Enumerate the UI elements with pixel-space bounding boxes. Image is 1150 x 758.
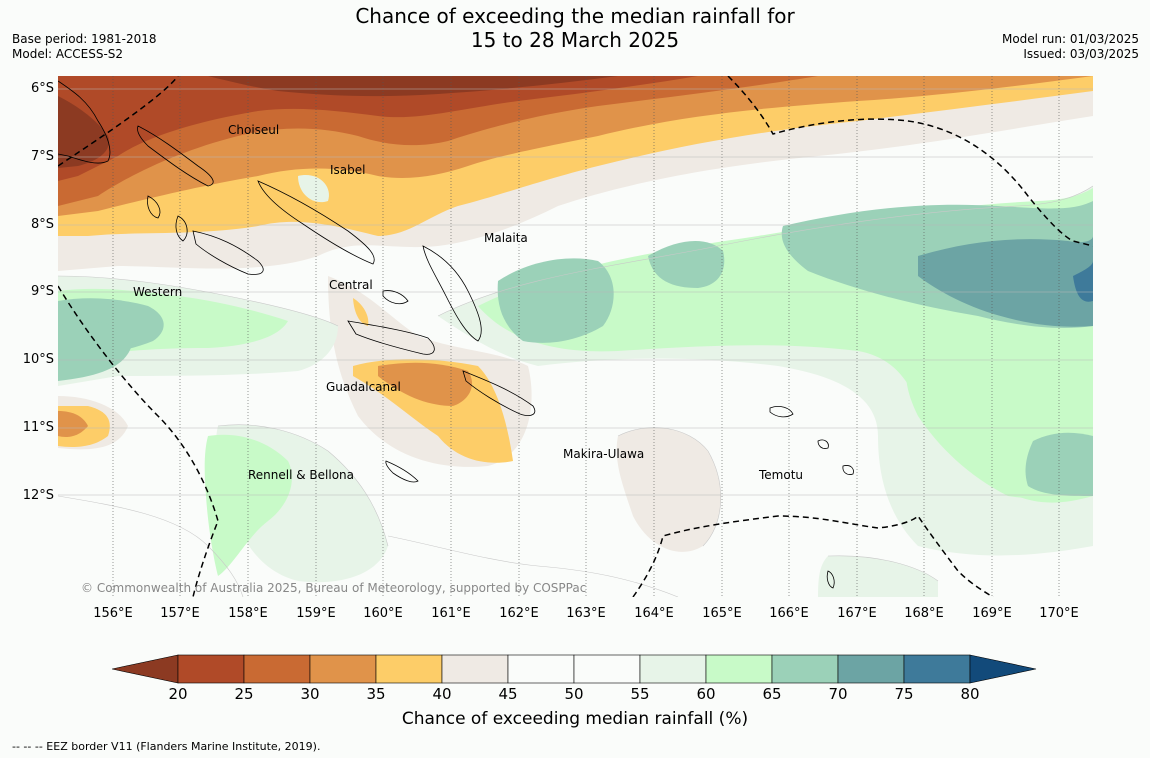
vella-outline: [147, 195, 161, 219]
bougainville-outline: [58, 80, 111, 164]
meta-left: Base period: 1981-2018 Model: ACCESS-S2: [12, 32, 157, 62]
region-label-malaita: Malaita: [484, 231, 528, 245]
colorbar-tick-35: 35: [366, 685, 386, 703]
colorbar: [112, 654, 1037, 684]
lon-tick-164e: 164°E: [634, 606, 674, 621]
lon-tick-168e: 168°E: [904, 606, 944, 621]
colorbar-bin-40-45: [441, 654, 509, 684]
colorbar-tick-80: 80: [960, 685, 980, 703]
colorbar-tick-75: 75: [894, 685, 914, 703]
issued-date: Issued: 03/03/2025: [1023, 47, 1139, 61]
lon-tick-170e: 170°E: [1039, 606, 1079, 621]
colorbar-bin-35-40: [375, 654, 443, 684]
rennell-outline: [385, 460, 419, 483]
colorbar-bin-30-35: [309, 654, 377, 684]
malaita-outline: [422, 245, 482, 342]
eez-border: [58, 76, 1093, 597]
vanikoro-outline: [817, 439, 829, 449]
model-name: Model: ACCESS-S2: [12, 47, 124, 61]
lon-tick-161e: 161°E: [431, 606, 471, 621]
region-label-western: Western: [133, 285, 182, 299]
contour-lines: [58, 185, 1093, 597]
region-label-choiseul: Choiseul: [228, 123, 279, 137]
title-line-2: 15 to 28 March 2025: [470, 28, 680, 52]
choiseul-outline: [137, 125, 214, 187]
utupua-outline: [842, 465, 854, 475]
lat-tick-9s: 9°S: [30, 284, 54, 299]
ranongga-outline: [175, 215, 188, 242]
region-label-temotu: Temotu: [758, 468, 803, 482]
colorbar-tick-20: 20: [168, 685, 188, 703]
lon-tick-159e: 159°E: [296, 606, 336, 621]
model-run: Model run: 01/03/2025: [1001, 32, 1139, 46]
colorbar-label: Chance of exceeding median rainfall (%): [401, 709, 749, 729]
new-georgia-outline: [192, 230, 264, 275]
colorbar-bin-65-70: [771, 654, 839, 684]
colorbar-extend-low: [112, 654, 179, 684]
colorbar-tick-30: 30: [300, 685, 320, 703]
florida-outline: [382, 290, 409, 305]
colorbar-tick-25: 25: [234, 685, 254, 703]
base-period: Base period: 1981-2018: [12, 32, 157, 46]
map-title: Chance of exceeding the median rainfall …: [0, 4, 1150, 52]
makira-outline: [462, 370, 536, 416]
lat-tick-8s: 8°S: [30, 217, 54, 232]
eez-footnote: -- -- -- EEZ border V11 (Flanders Marine…: [12, 740, 321, 753]
lon-tick-156e: 156°E: [93, 606, 133, 621]
band-20-25: [58, 76, 618, 168]
meta-right: Model run: 01/03/2025 Issued: 03/03/2025: [1002, 32, 1139, 62]
colorbar-tick-50: 50: [564, 685, 584, 703]
band-70-75: [918, 236, 1093, 327]
colorbar-bin-20-25: [177, 654, 245, 684]
colorbar-tick-45: 45: [498, 685, 518, 703]
lon-tick-169e: 169°E: [972, 606, 1012, 621]
anuta-outline: [826, 570, 835, 589]
lon-tick-166e: 166°E: [769, 606, 809, 621]
lat-tick-10s: 10°S: [22, 352, 54, 367]
lon-tick-157e: 157°E: [160, 606, 200, 621]
colorbar-tick-60: 60: [696, 685, 716, 703]
rainfall-map: Choiseul Isabel Malaita Western Central …: [58, 76, 1093, 597]
colorbar-bin-50-55: [573, 654, 641, 684]
lon-tick-167e: 167°E: [837, 606, 877, 621]
lon-tick-158e: 158°E: [228, 606, 268, 621]
lat-gridlines: [58, 88, 1093, 496]
lat-tick-12s: 12°S: [22, 488, 54, 503]
region-label-isabel: Isabel: [330, 163, 365, 177]
island-outlines: [58, 80, 854, 589]
colorbar-bin-55-60: [639, 654, 707, 684]
lon-tick-163e: 163°E: [566, 606, 606, 621]
colorbar-bin-25-30: [243, 654, 311, 684]
region-label-central: Central: [329, 278, 373, 292]
colorbar-bin-70-75: [837, 654, 905, 684]
colorbar-tick-40: 40: [432, 685, 452, 703]
guadalcanal-outline: [347, 320, 435, 355]
region-label-makira-ulawa: Makira-Ulawa: [563, 447, 644, 461]
colorbar-tick-65: 65: [762, 685, 782, 703]
santa-cruz-outline: [769, 406, 794, 418]
title-line-1: Chance of exceeding the median rainfall …: [355, 4, 795, 28]
region-label-rennell-bellona: Rennell & Bellona: [248, 468, 354, 482]
lat-tick-11s: 11°S: [22, 420, 54, 435]
lat-tick-6s: 6°S: [30, 81, 54, 96]
isabel-outline: [257, 180, 375, 265]
colorbar-tick-55: 55: [630, 685, 650, 703]
colorbar-tick-70: 70: [828, 685, 848, 703]
colorbar-extend-high: [969, 654, 1037, 684]
band-25-30: [58, 76, 698, 181]
colorbar-bin-75-80: [903, 654, 971, 684]
lat-tick-7s: 7°S: [30, 149, 54, 164]
colorbar-bin-45-50: [507, 654, 575, 684]
region-label-guadalcanal: Guadalcanal: [326, 380, 401, 394]
band-75-80: [1073, 261, 1093, 302]
lon-tick-162e: 162°E: [499, 606, 539, 621]
lon-tick-160e: 160°E: [363, 606, 403, 621]
colorbar-bin-60-65: [705, 654, 773, 684]
copyright-notice: © Commonwealth of Australia 2025, Bureau…: [81, 581, 586, 595]
lon-tick-165e: 165°E: [702, 606, 742, 621]
